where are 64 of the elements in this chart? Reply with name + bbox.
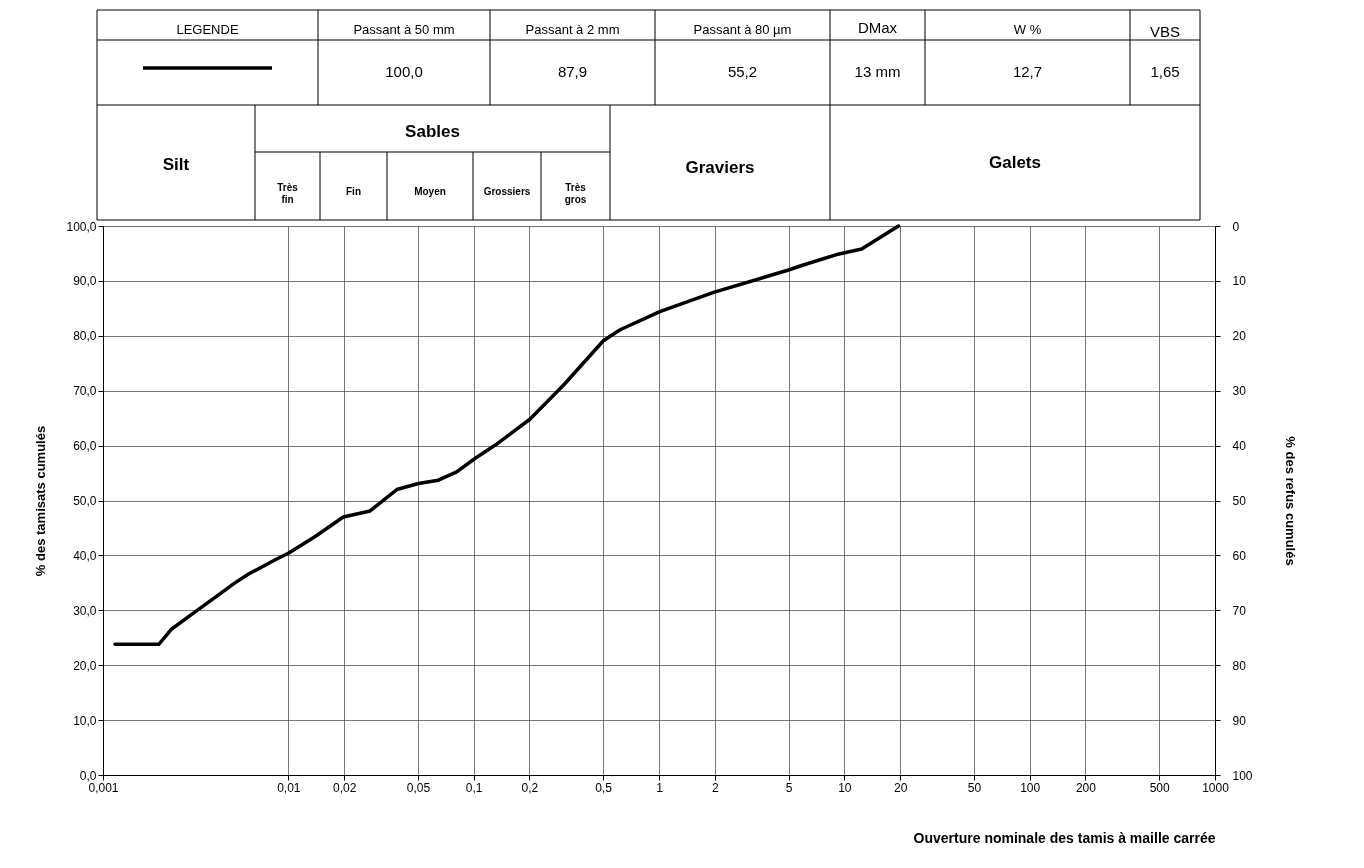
y2-tick-label: 0 [1232, 219, 1240, 234]
y2-tick-label: 80 [1232, 658, 1247, 673]
text: Passant à 50 mm [353, 22, 455, 37]
x-tick-label: 0,5 [595, 780, 613, 795]
text: Silt [162, 155, 190, 174]
y-tick-label: 0,0 [79, 768, 97, 783]
x-tick-label: 0,05 [406, 780, 431, 795]
x-tick-label: 200 [1075, 780, 1097, 795]
text: Très gros [564, 182, 587, 205]
text: VBS [1149, 23, 1181, 40]
x-tick-label: 1 [656, 780, 664, 795]
y2-tick-label: 20 [1232, 329, 1247, 344]
y-tick-label: 20,0 [73, 658, 97, 673]
text: Passant à 80 µm [693, 22, 792, 37]
y-tick-label: 10,0 [73, 713, 97, 728]
x-tick-label: 10 [838, 780, 852, 795]
y-axis-title: % des tamisats cumulés [33, 425, 49, 577]
y2-tick-label: 100 [1232, 768, 1253, 783]
y2-tick-label: 40 [1232, 439, 1247, 454]
text: Moyen [414, 186, 446, 197]
text: 12,7 [1012, 63, 1043, 80]
x-tick-label: 500 [1149, 780, 1171, 795]
y-tick-label: 50,0 [73, 494, 97, 508]
x-tick-label: 0,01 [277, 780, 301, 795]
text: W % [1013, 22, 1042, 37]
y-tick-label: 90,0 [73, 274, 97, 289]
x-axis-title: Ouverture nominale des tamis à maille carrée [913, 829, 1216, 846]
y2-tick-label: 60 [1232, 548, 1247, 563]
x-tick-label: 100 [1020, 780, 1041, 795]
y-tick-label: 70,0 [73, 384, 97, 399]
text: Passant à 2 mm [525, 22, 620, 37]
text: Graviers [685, 158, 755, 177]
y2-tick-label: 70 [1232, 603, 1247, 618]
text: Galets [989, 153, 1041, 172]
y-tick-label: 30,0 [73, 603, 97, 618]
text: DMax [857, 19, 898, 36]
y2-tick-label: 30 [1232, 384, 1247, 399]
x-tick-label: 50 [967, 780, 982, 795]
y2-tick-label: 90 [1232, 713, 1247, 728]
x-tick-label: 20 [893, 780, 908, 795]
text: 55,2 [727, 63, 758, 80]
x-tick-label: 0,001 [88, 780, 119, 795]
text: LEGENDE [176, 22, 239, 37]
text: 13 mm [854, 63, 901, 80]
x-tick-label: 2 [711, 780, 719, 795]
x-tick-label: 0,1 [465, 780, 483, 795]
x-tick-label: 0,2 [521, 780, 539, 795]
x-tick-label: 1000 [1202, 780, 1230, 795]
x-tick-label: 5 [785, 780, 793, 795]
text: 100,0 [385, 63, 423, 80]
y-tick-label: 40,0 [73, 548, 97, 563]
text: 87,9 [557, 63, 588, 80]
y-tick-label: 100,0 [66, 219, 97, 234]
text: Très fin [277, 182, 299, 205]
text: Sables [405, 122, 460, 141]
y-tick-label: 80,0 [73, 329, 97, 344]
y2-tick-label: 50 [1232, 494, 1247, 508]
y2-axis-title: % des refus cumulés [1282, 436, 1298, 566]
text: 1,65 [1150, 63, 1180, 80]
text: Fin [346, 186, 361, 197]
y-tick-label: 60,0 [73, 439, 97, 454]
text: Grossiers [483, 186, 531, 197]
x-tick-label: 0,02 [332, 780, 357, 795]
y2-tick-label: 10 [1232, 274, 1247, 289]
